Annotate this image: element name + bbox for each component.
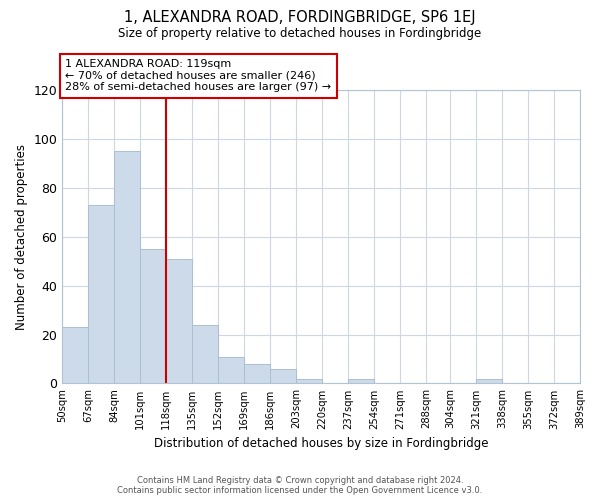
Bar bbox=[244, 364, 270, 384]
Text: 1 ALEXANDRA ROAD: 119sqm
← 70% of detached houses are smaller (246)
28% of semi-: 1 ALEXANDRA ROAD: 119sqm ← 70% of detach… bbox=[65, 59, 331, 92]
Bar bbox=[476, 378, 502, 384]
Bar bbox=[166, 258, 192, 384]
Y-axis label: Number of detached properties: Number of detached properties bbox=[15, 144, 28, 330]
Text: Contains HM Land Registry data © Crown copyright and database right 2024.
Contai: Contains HM Land Registry data © Crown c… bbox=[118, 476, 482, 495]
X-axis label: Distribution of detached houses by size in Fordingbridge: Distribution of detached houses by size … bbox=[154, 437, 488, 450]
Text: Size of property relative to detached houses in Fordingbridge: Size of property relative to detached ho… bbox=[118, 28, 482, 40]
Bar bbox=[192, 324, 218, 384]
Bar bbox=[296, 378, 322, 384]
Bar bbox=[140, 249, 166, 384]
Bar bbox=[62, 327, 88, 384]
Text: 1, ALEXANDRA ROAD, FORDINGBRIDGE, SP6 1EJ: 1, ALEXANDRA ROAD, FORDINGBRIDGE, SP6 1E… bbox=[124, 10, 476, 25]
Bar bbox=[218, 356, 244, 384]
Bar bbox=[348, 378, 374, 384]
Bar bbox=[114, 151, 140, 384]
Bar bbox=[270, 369, 296, 384]
Bar bbox=[88, 205, 114, 384]
